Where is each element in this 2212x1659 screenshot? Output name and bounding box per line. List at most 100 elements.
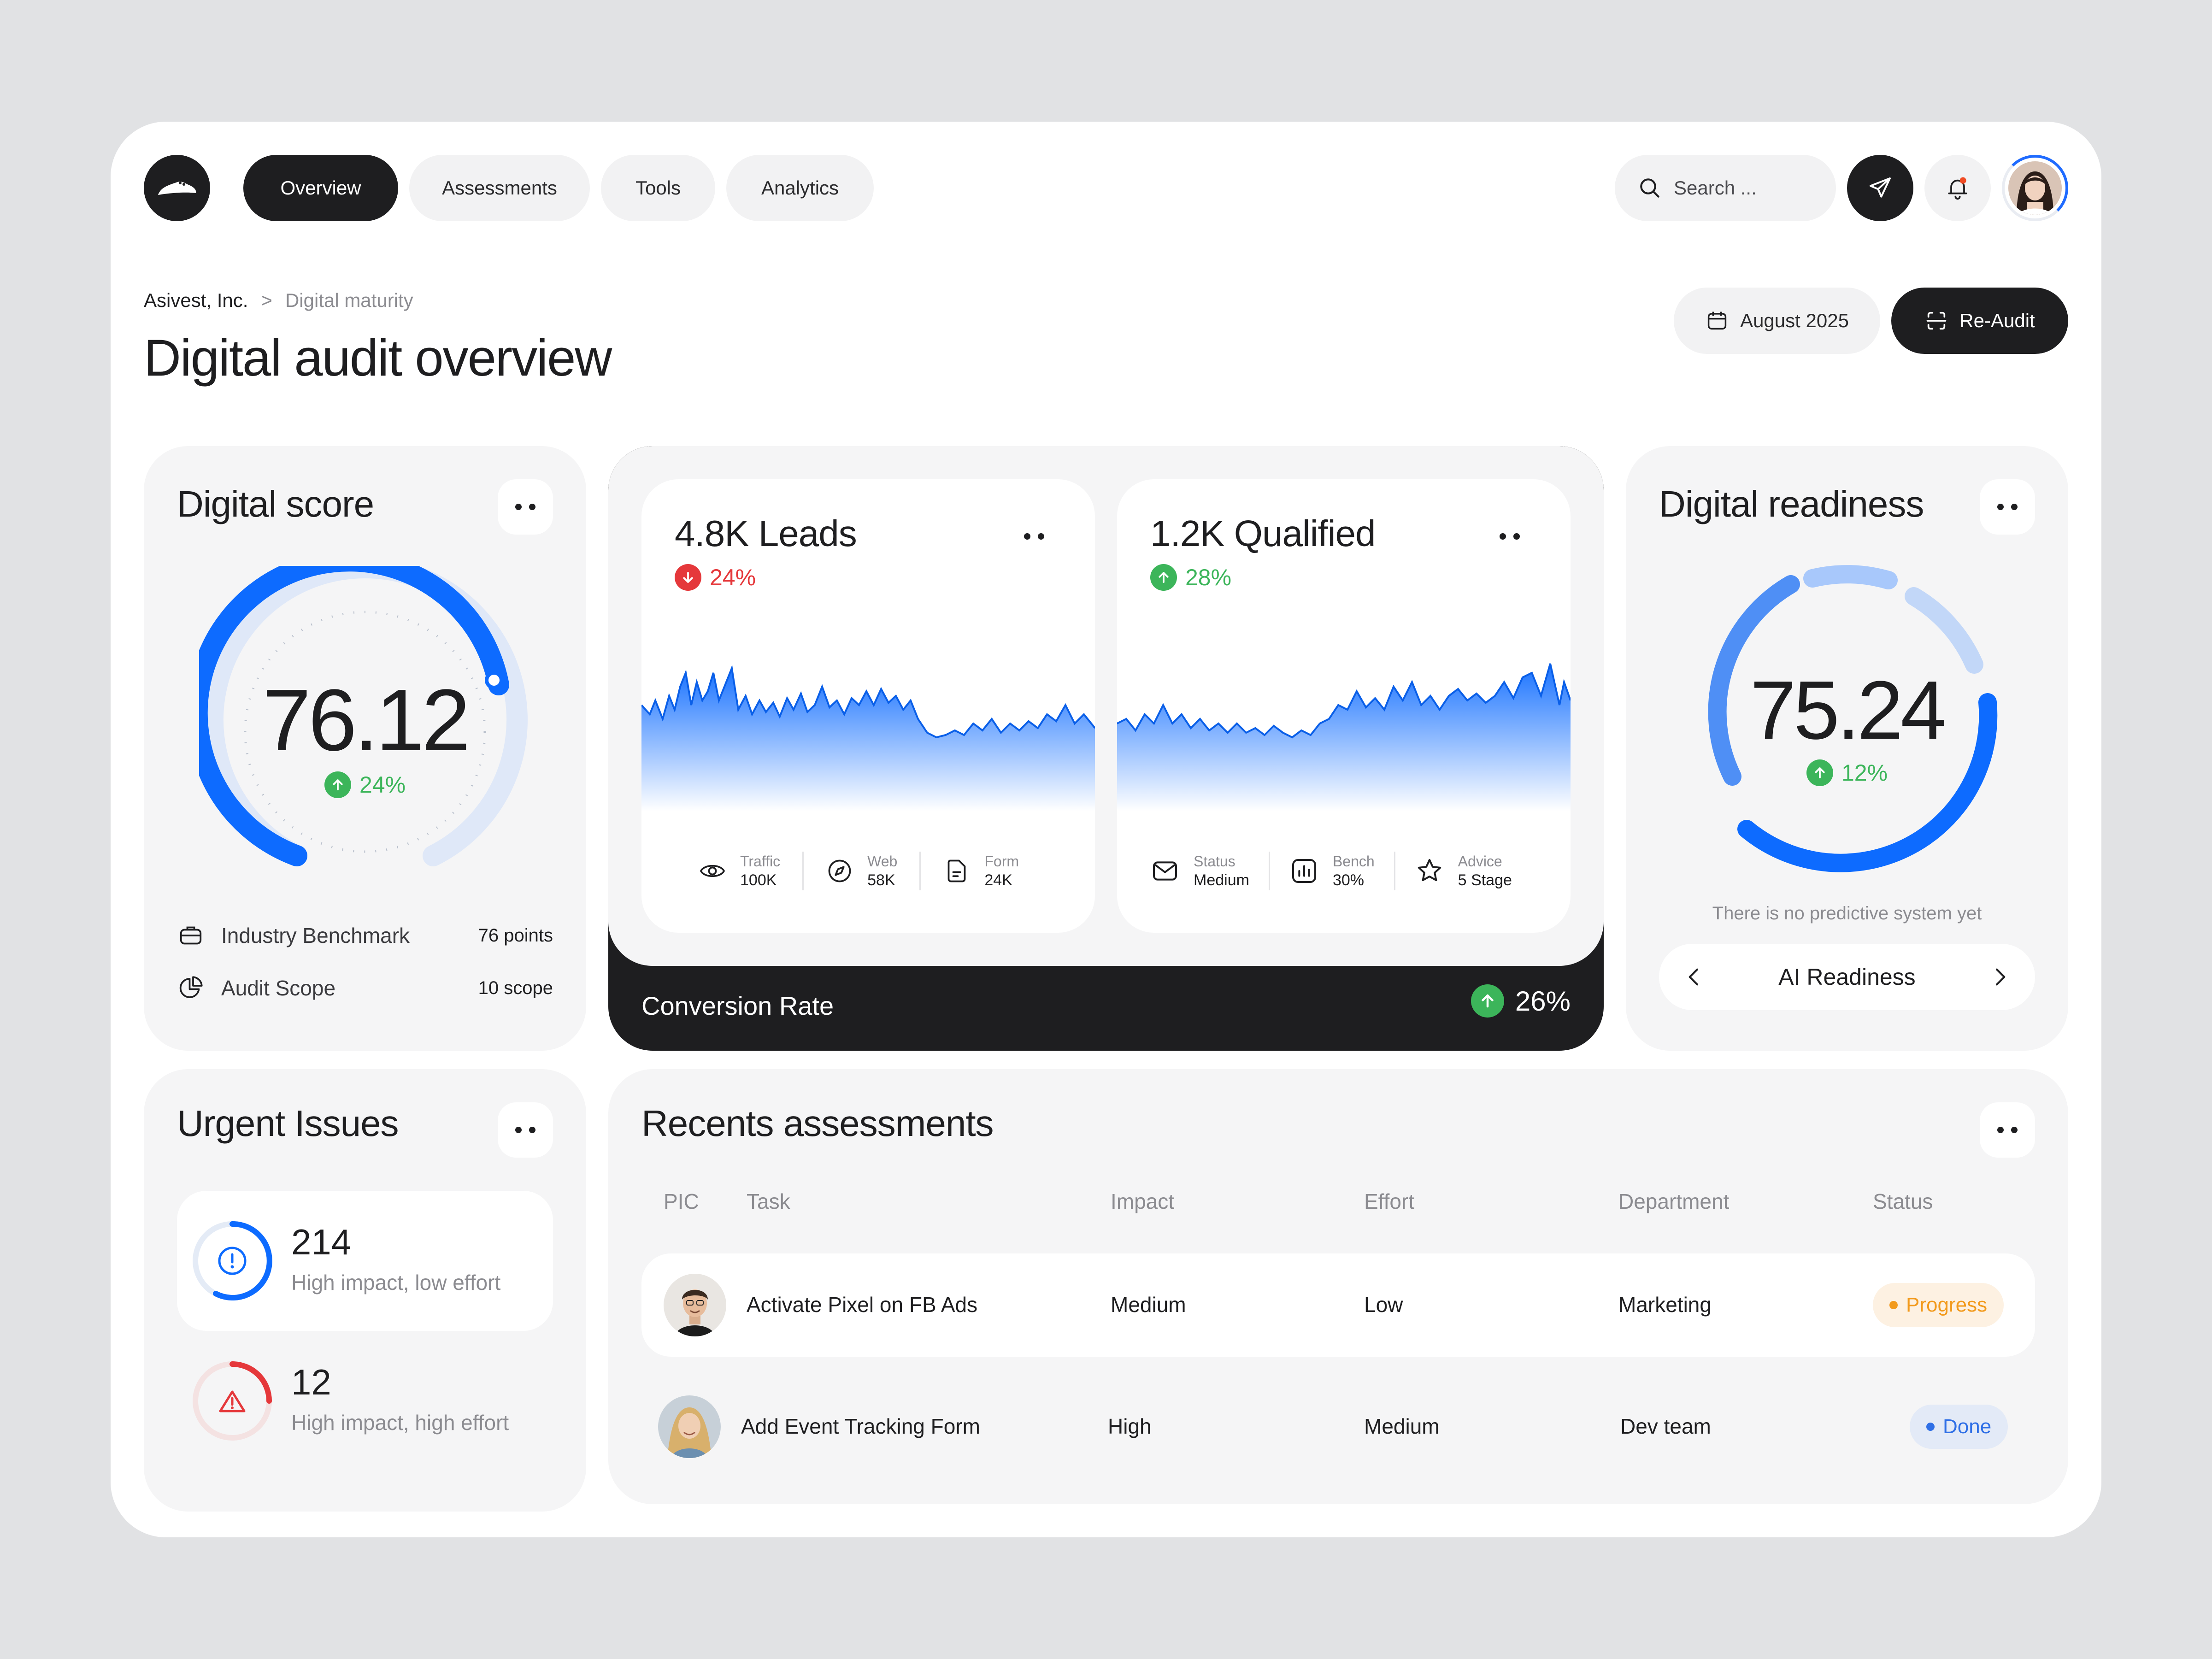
stat-label: Bench	[1332, 853, 1375, 870]
stat-value: 24K	[984, 871, 1012, 889]
digital-score-menu-button[interactable]	[498, 479, 553, 535]
pie-chart-icon	[179, 976, 203, 998]
avatar	[658, 1395, 721, 1458]
breadcrumb: Asivest, Inc. > Digital maturity	[144, 289, 413, 312]
avatar	[664, 1274, 726, 1336]
conversion-rate-value: 26%	[1471, 984, 1571, 1018]
re-audit-button[interactable]: Re-Audit	[1891, 288, 2068, 354]
issue-progress-ring	[193, 1221, 272, 1300]
leads-change: 24%	[675, 564, 756, 591]
digital-score-change: 24%	[144, 771, 586, 798]
table-row[interactable]: Add Event Tracking Form High Medium Dev …	[641, 1375, 2035, 1478]
leads-sparkline	[641, 665, 1095, 811]
briefcase-icon	[180, 926, 202, 945]
digital-readiness-title: Digital readiness	[1659, 483, 1924, 524]
chevron-right-icon[interactable]	[1987, 964, 2013, 990]
stat-label: Web	[867, 853, 898, 870]
re-audit-label: Re-Audit	[1959, 310, 2035, 331]
urgent-issues-menu-button[interactable]	[498, 1102, 553, 1158]
issue-item-low-effort[interactable]: 214 High impact, low effort	[177, 1191, 553, 1331]
stat-bench: Bench 30%	[1289, 852, 1375, 890]
arrow-up-icon	[1806, 759, 1833, 786]
stat-label: Form	[984, 853, 1019, 870]
task-cell: Add Event Tracking Form	[741, 1414, 980, 1438]
status-text: Done	[1943, 1415, 1992, 1438]
digital-readiness-value: 75.24	[1750, 664, 1947, 757]
status-text: Progress	[1906, 1294, 1988, 1316]
digital-score-change-text: 24%	[359, 772, 406, 798]
conversion-rate-label: Conversion Rate	[641, 991, 834, 1020]
qualified-sparkline	[1117, 663, 1571, 811]
stat-form: Form 24K	[943, 852, 1019, 890]
send-icon	[1870, 177, 1891, 198]
digital-readiness-ring	[1708, 565, 1998, 872]
calendar-icon	[1707, 312, 1727, 330]
date-label: August 2025	[1740, 310, 1849, 331]
stat-value: 100K	[740, 871, 777, 889]
arrow-up-icon	[324, 771, 351, 798]
digital-readiness-menu-button[interactable]	[1980, 479, 2035, 535]
stat-label: Advice	[1458, 853, 1502, 870]
column-header-impact: Impact	[1111, 1189, 1175, 1213]
department-cell: Dev team	[1620, 1414, 1711, 1438]
stat-label: Status	[1194, 853, 1235, 870]
dashboard-window: Overview Assessments Tools Analytics Sea…	[111, 122, 2101, 1537]
scan-icon	[1926, 312, 1947, 330]
table-row[interactable]: Activate Pixel on FB Ads Medium Low Mark…	[641, 1253, 2035, 1357]
readiness-note: There is no predictive system yet	[1712, 903, 1982, 924]
recent-assessments-title: Recents assessments	[641, 1103, 994, 1144]
bell-icon	[1948, 177, 1967, 200]
department-cell: Marketing	[1618, 1293, 1712, 1317]
stat-web: Web 58K	[826, 852, 897, 890]
stat-value: Medium	[1194, 871, 1249, 889]
impact-cell: Medium	[1111, 1293, 1186, 1317]
qualified-change-text: 28%	[1185, 565, 1232, 590]
issue-item-high-effort[interactable]: 12 High impact, high effort	[177, 1331, 553, 1471]
chevron-left-icon[interactable]	[1681, 964, 1707, 990]
digital-score-card: Digital score 76.12 24% Industry Benchma…	[144, 446, 586, 1051]
digital-score-title: Digital score	[177, 483, 374, 524]
date-picker-button[interactable]: August 2025	[1674, 288, 1880, 354]
notifications-button[interactable]	[1924, 155, 1991, 221]
issue-label: High impact, low effort	[291, 1271, 501, 1294]
star-icon	[1418, 859, 1441, 881]
compass-icon	[828, 859, 851, 882]
qualified-menu-button[interactable]	[1482, 509, 1537, 564]
column-header-pic: PIC	[664, 1189, 699, 1213]
tab-analytics[interactable]: Analytics	[726, 155, 874, 221]
qualified-title: 1.2K Qualified	[1150, 513, 1376, 554]
search-input[interactable]: Search ...	[1615, 155, 1836, 221]
breadcrumb-separator: >	[261, 289, 272, 311]
user-avatar-icon	[2008, 161, 2062, 215]
mail-icon	[1153, 861, 1177, 881]
audit-scope-label: Audit Scope	[221, 976, 336, 1000]
search-placeholder: Search ...	[1674, 177, 1757, 199]
brand-logo[interactable]	[144, 155, 210, 221]
bar-chart-icon	[1292, 859, 1316, 883]
qualified-change: 28%	[1150, 564, 1231, 591]
tab-overview[interactable]: Overview	[243, 155, 398, 221]
recent-assessments-menu-button[interactable]	[1980, 1102, 2035, 1158]
digital-readiness-change-text: 12%	[1841, 760, 1888, 786]
breadcrumb-current[interactable]: Digital maturity	[285, 289, 413, 311]
leads-menu-button[interactable]	[1006, 509, 1062, 564]
column-header-effort: Effort	[1364, 1189, 1415, 1213]
issue-label: High impact, high effort	[291, 1411, 509, 1435]
send-button[interactable]	[1847, 155, 1913, 221]
task-cell: Activate Pixel on FB Ads	[747, 1293, 978, 1317]
tab-assessments[interactable]: Assessments	[409, 155, 590, 221]
page-title: Digital audit overview	[144, 329, 612, 387]
leads-title: 4.8K Leads	[675, 513, 857, 554]
column-header-task: Task	[747, 1189, 790, 1213]
avatar[interactable]	[2002, 155, 2068, 221]
breadcrumb-company[interactable]: Asivest, Inc.	[144, 289, 248, 311]
benchmark-value: 76 points	[478, 925, 553, 946]
ai-readiness-selector[interactable]: AI Readiness	[1659, 944, 2035, 1010]
arrow-down-icon	[675, 564, 701, 591]
tab-tools[interactable]: Tools	[601, 155, 715, 221]
stat-status: Status Medium	[1150, 852, 1249, 890]
arrow-up-icon	[1150, 564, 1177, 591]
status-badge: Done	[1910, 1405, 2008, 1449]
qualified-stats: Status Medium Bench 30%	[1150, 848, 1547, 894]
divider	[1394, 852, 1395, 890]
